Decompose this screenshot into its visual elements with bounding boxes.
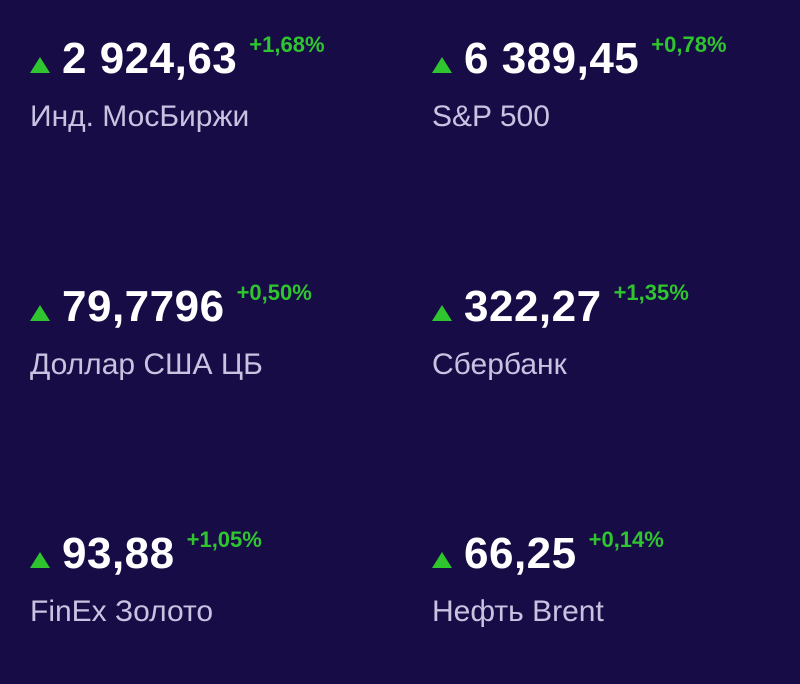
ticker-quote-row: 79,7796 +0,50% xyxy=(30,281,390,337)
ticker-finex-gold[interactable]: 93,88 +1,05% FinEx Золото xyxy=(30,528,390,638)
ticker-name: Сбербанк xyxy=(432,348,567,381)
ticker-sp500[interactable]: 6 389,45 +0,78% S&P 500 xyxy=(432,33,792,143)
ticker-quote-row: 322,27 +1,35% xyxy=(432,281,792,337)
ticker-change: +1,68% xyxy=(249,32,325,57)
ticker-value: 322,27 xyxy=(464,282,602,331)
ticker-value: 79,7796 xyxy=(62,282,225,331)
ticker-name: FinEx Золото xyxy=(30,595,214,628)
ticker-name: Инд. МосБиржи xyxy=(30,100,250,133)
up-arrow-icon xyxy=(30,305,50,321)
ticker-change: +0,78% xyxy=(651,32,727,57)
ticker-value: 6 389,45 xyxy=(464,34,640,83)
ticker-name: Нефть Brent xyxy=(432,595,604,628)
up-arrow-icon xyxy=(432,552,452,568)
ticker-change: +1,05% xyxy=(186,527,262,552)
ticker-name: Доллар США ЦБ xyxy=(30,348,263,381)
ticker-brent[interactable]: 66,25 +0,14% Нефть Brent xyxy=(432,528,792,638)
ticker-name: S&P 500 xyxy=(432,100,550,133)
ticker-change: +0,14% xyxy=(588,527,664,552)
up-arrow-icon xyxy=(432,305,452,321)
ticker-change: +0,50% xyxy=(236,280,312,305)
up-arrow-icon xyxy=(432,57,452,73)
ticker-value: 66,25 xyxy=(464,529,577,578)
ticker-change: +1,35% xyxy=(613,280,689,305)
ticker-usd-cbr[interactable]: 79,7796 +0,50% Доллар США ЦБ xyxy=(30,281,390,391)
ticker-quote-row: 2 924,63 +1,68% xyxy=(30,33,390,89)
up-arrow-icon xyxy=(30,552,50,568)
ticker-sberbank[interactable]: 322,27 +1,35% Сбербанк xyxy=(432,281,792,391)
ticker-value: 2 924,63 xyxy=(62,34,238,83)
ticker-quote-row: 93,88 +1,05% xyxy=(30,528,390,584)
ticker-quote-row: 66,25 +0,14% xyxy=(432,528,792,584)
ticker-imoex[interactable]: 2 924,63 +1,68% Инд. МосБиржи xyxy=(30,33,390,143)
ticker-value: 93,88 xyxy=(62,529,175,578)
up-arrow-icon xyxy=(30,57,50,73)
ticker-quote-row: 6 389,45 +0,78% xyxy=(432,33,792,89)
